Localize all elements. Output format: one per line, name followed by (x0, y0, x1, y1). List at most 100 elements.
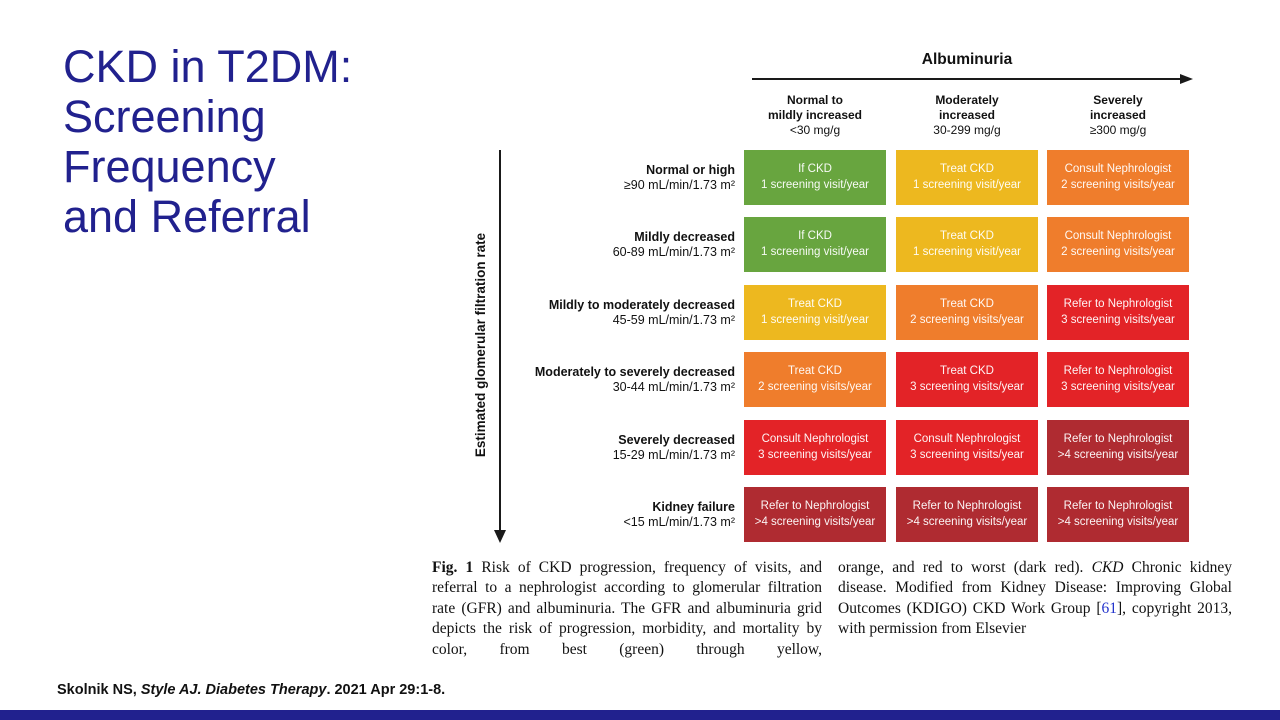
gfr-category-range: 60-89 mL/min/1.73 m² (612, 244, 735, 259)
grid-cell: If CKD 1 screening visit/year (744, 150, 886, 205)
cell-action: Refer to Nephrologist (1063, 433, 1173, 445)
gfr-row-mildly-decreased: Mildly decreased 60-89 mL/min/1.73 m² If… (430, 217, 1190, 272)
grid-cell: If CKD 1 screening visit/year (744, 217, 886, 272)
cell-frequency: 3 screening visits/year (910, 448, 1024, 461)
column-name-line: Severely (1093, 93, 1143, 107)
grid-cell: Refer to Nephrologist 3 screening visits… (1047, 352, 1189, 407)
gfr-category-name: Kidney failure (652, 499, 735, 514)
figure-caption-text: Risk of CKD progression, frequency of vi… (432, 559, 822, 658)
column-header-normal-to-mildly-increased: Normal to mildly increased <30 mg/g (744, 93, 886, 138)
gfr-row-label: Severely decreased 15-29 mL/min/1.73 m² (430, 420, 735, 475)
cell-frequency: >4 screening visits/year (1057, 448, 1179, 461)
grid-cell: Consult Nephrologist 3 screening visits/… (896, 420, 1038, 475)
slide-title-line: and Referral (63, 191, 311, 242)
slide-title-line: CKD in T2DM: (63, 41, 353, 92)
source-citation: Skolnik NS, Style AJ. Diabetes Therapy. … (57, 682, 445, 698)
albuminuria-axis-arrow-line (752, 78, 1181, 80)
slide-title-line: Frequency (63, 141, 276, 192)
cell-action: Refer to Nephrologist (1063, 365, 1173, 377)
cell-frequency: 2 screening visits/year (1061, 245, 1175, 258)
grid-cell: Refer to Nephrologist >4 screening visit… (1047, 487, 1189, 542)
figure-caption-label: Fig. 1 (432, 559, 474, 576)
column-range: 30-299 mg/g (933, 123, 1001, 137)
gfr-row-label: Moderately to severely decreased 30-44 m… (430, 352, 735, 407)
figure-caption-text: Chronic kidney disease. Modified from Ki… (838, 559, 1232, 617)
cell-frequency: >4 screening visits/year (754, 515, 876, 528)
citation-journal: Style AJ. Diabetes Therapy (140, 682, 327, 698)
cell-action: If CKD (798, 163, 832, 175)
grid-cell: Consult Nephrologist 2 screening visits/… (1047, 150, 1189, 205)
cell-frequency: >4 screening visits/year (906, 515, 1028, 528)
cell-action: Consult Nephrologist (1064, 163, 1172, 175)
gfr-row-mildly-to-moderately-decreased: Mildly to moderately decreased 45-59 mL/… (430, 285, 1190, 340)
cell-action: Refer to Nephrologist (912, 500, 1022, 512)
cell-action: Treat CKD (940, 163, 994, 175)
cell-frequency: 2 screening visits/year (758, 380, 872, 393)
cell-frequency: 1 screening visit/year (760, 245, 870, 258)
cell-frequency: >4 screening visits/year (1057, 515, 1179, 528)
grid-cell: Treat CKD 3 screening visits/year (896, 352, 1038, 407)
cell-frequency: 2 screening visits/year (910, 313, 1024, 326)
cell-action: Consult Nephrologist (1064, 230, 1172, 242)
gfr-row-normal-or-high: Normal or high ≥90 mL/min/1.73 m² If CKD… (430, 150, 1190, 205)
citation-date: . 2021 Apr 29:1-8. (326, 682, 446, 698)
column-name-line: Moderately (935, 93, 999, 107)
gfr-category-range: 30-44 mL/min/1.73 m² (612, 379, 735, 394)
figure-caption-text: ], copyright 2013, with permission from … (838, 599, 1232, 638)
figure-caption-text: orange, and red to worst (dark red). (838, 559, 1092, 576)
grid-cell: Treat CKD 2 screening visits/year (744, 352, 886, 407)
cell-action: Treat CKD (788, 365, 842, 377)
grid-cell: Consult Nephrologist 3 screening visits/… (744, 420, 886, 475)
column-header-moderately-increased: Moderately increased 30-299 mg/g (896, 93, 1038, 138)
cell-frequency: 2 screening visits/year (1061, 178, 1175, 191)
cell-action: Refer to Nephrologist (1063, 298, 1173, 310)
albuminuria-axis-title: Albuminuria (921, 51, 1013, 68)
grid-cell: Consult Nephrologist 2 screening visits/… (1047, 217, 1189, 272)
cell-frequency: 3 screening visits/year (1061, 380, 1175, 393)
slide-title: CKD in T2DM: Screening Frequency and Ref… (63, 42, 352, 242)
citation-authors: Skolnik NS, (57, 682, 141, 698)
grid-cell: Refer to Nephrologist 3 screening visits… (1047, 285, 1189, 340)
gfr-row-label: Normal or high ≥90 mL/min/1.73 m² (430, 150, 735, 205)
gfr-category-name: Mildly decreased (634, 229, 735, 244)
slide-title-line: Screening (63, 91, 266, 142)
gfr-row-label: Mildly to moderately decreased 45-59 mL/… (430, 285, 735, 340)
figure-caption-right-column: orange, and red to worst (dark red). CKD… (838, 558, 1232, 640)
grid-cell: Treat CKD 1 screening visit/year (896, 150, 1038, 205)
grid-cell: Treat CKD 1 screening visit/year (896, 217, 1038, 272)
grid-cell: Treat CKD 2 screening visits/year (896, 285, 1038, 340)
gfr-axis-arrow-line (499, 150, 501, 531)
grid-cell: Refer to Nephrologist >4 screening visit… (744, 487, 886, 542)
column-range: ≥300 mg/g (1089, 123, 1147, 137)
cell-action: Treat CKD (788, 298, 842, 310)
cell-action: Refer to Nephrologist (760, 500, 870, 512)
grid-cell: Treat CKD 1 screening visit/year (744, 285, 886, 340)
cell-action: Treat CKD (940, 365, 994, 377)
gfr-row-moderately-to-severely-decreased: Moderately to severely decreased 30-44 m… (430, 352, 1190, 407)
gfr-category-name: Mildly to moderately decreased (548, 297, 735, 312)
cell-frequency: 3 screening visits/year (758, 448, 872, 461)
cell-frequency: 1 screening visit/year (760, 178, 870, 191)
gfr-category-name: Severely decreased (618, 432, 735, 447)
column-name-line: Normal to (786, 93, 843, 107)
cell-action: Treat CKD (940, 230, 994, 242)
cell-action: Refer to Nephrologist (1063, 500, 1173, 512)
gfr-row-label: Kidney failure <15 mL/min/1.73 m² (430, 487, 735, 542)
figure-caption-left-column: Fig. 1 Risk of CKD progression, frequenc… (432, 558, 822, 660)
cell-action: If CKD (798, 230, 832, 242)
reference-link[interactable]: 61 (1101, 599, 1118, 617)
gfr-row-severely-decreased: Severely decreased 15-29 mL/min/1.73 m² … (430, 420, 1190, 475)
kdigo-risk-matrix: Normal or high ≥90 mL/min/1.73 m² If CKD… (430, 150, 1190, 542)
gfr-category-name: Moderately to severely decreased (534, 364, 735, 379)
cell-action: Treat CKD (940, 298, 994, 310)
grid-cell: Refer to Nephrologist >4 screening visit… (896, 487, 1038, 542)
gfr-row-kidney-failure: Kidney failure <15 mL/min/1.73 m² Refer … (430, 487, 1190, 542)
column-name-line: increased (938, 107, 996, 122)
cell-frequency: 1 screening visit/year (760, 313, 870, 326)
cell-frequency: 3 screening visits/year (910, 380, 1024, 393)
cell-frequency: 1 screening visit/year (912, 245, 1022, 258)
footer-accent-bar (0, 710, 1280, 720)
grid-cell: Refer to Nephrologist >4 screening visit… (1047, 420, 1189, 475)
cell-action: Consult Nephrologist (913, 433, 1021, 445)
